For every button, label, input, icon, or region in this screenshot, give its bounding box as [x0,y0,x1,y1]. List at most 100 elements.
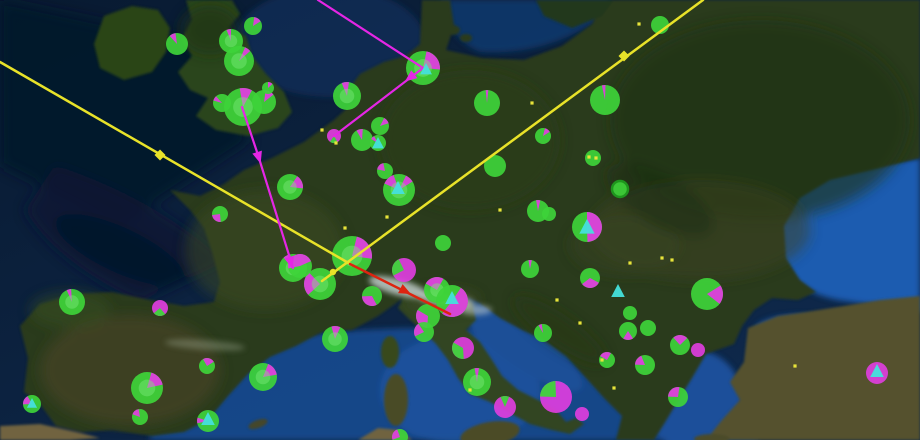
station-pie-marker[interactable] [351,129,373,151]
station-pie-slice [341,82,349,96]
station-pie-marker[interactable] [392,258,416,282]
station-pie-marker[interactable] [332,236,372,276]
station-pie-slice [362,296,377,306]
station-pie-slice [623,331,634,340]
flight-track[interactable] [0,60,354,267]
station-pie-marker[interactable] [131,372,163,404]
flight-track-line[interactable] [0,60,354,267]
station-pie-marker[interactable] [670,334,690,355]
station-pie-marker[interactable] [322,326,348,352]
station-pie-slice [543,128,550,136]
station-pie-marker[interactable] [580,268,600,289]
aircraft-icon[interactable] [420,63,432,75]
station-pie-marker[interactable] [623,306,637,320]
station-pie-slice [197,417,208,424]
station-pie-marker[interactable] [262,82,274,94]
waypoint-dot [594,156,598,160]
station-pie-marker[interactable] [199,357,215,374]
aircraft-icon[interactable] [26,398,38,408]
station-pie-marker[interactable] [362,286,382,306]
flight-track[interactable] [316,0,425,138]
tracks-layer [0,0,705,316]
station-pie-marker[interactable] [521,260,539,278]
station-pie-slice [352,236,372,259]
station-pie-slice [329,136,338,143]
station-pie-marker[interactable] [391,429,408,440]
station-pie-marker[interactable] [435,235,451,251]
station-pie-marker[interactable] [166,33,188,55]
station-pie-slice [582,278,599,289]
aircraft-icon[interactable] [201,412,215,425]
station-pie-slice [213,96,222,103]
station-pie-marker[interactable] [585,150,601,166]
station-pie-marker[interactable] [535,128,551,144]
station-pie-slice [635,355,645,365]
station-pie-marker[interactable] [224,46,254,76]
waypoint-dot [334,141,338,145]
station-pie-marker[interactable] [277,174,303,200]
station-pie-marker[interactable] [414,322,434,342]
station-pie-marker[interactable] [244,17,262,35]
waypoint-dot [660,256,664,260]
station-pie-marker[interactable] [494,396,516,418]
track-direction-arrow-icon [284,255,294,269]
station-pie-base [610,179,630,199]
station-pie-marker[interactable] [152,300,168,316]
station-pie-slice [253,17,261,26]
station-pie-slice [203,357,214,366]
station-pie-marker[interactable] [333,82,361,110]
flight-track[interactable] [240,105,297,270]
station-pie-marker[interactable] [542,207,556,221]
station-pie-slice [356,129,363,140]
station-pie-marker[interactable] [691,343,705,357]
waypoint-dot [320,128,324,132]
station-pie-marker[interactable] [640,320,656,336]
station-pie-marker[interactable] [474,90,500,116]
station-pie-inner [255,369,271,385]
station-pie-marker[interactable] [132,409,148,425]
station-pie-marker[interactable] [599,352,615,368]
aircraft-icon[interactable] [611,284,625,297]
station-pie-marker[interactable] [463,368,491,396]
flight-track-line[interactable] [320,0,705,283]
station-pie-base [484,155,506,177]
aircraft-icon[interactable] [870,364,884,377]
station-pie-slice [451,342,464,359]
aircraft-icon[interactable] [445,291,459,304]
station-pie-slice [226,29,231,41]
station-pie-marker[interactable] [575,407,589,421]
flight-track[interactable] [348,262,452,316]
station-pie-marker[interactable] [635,355,655,375]
station-pie-marker[interactable] [212,206,228,222]
station-pie-marker[interactable] [451,337,474,359]
station-pie-marker[interactable] [590,85,620,115]
aircraft-icon[interactable] [391,181,405,194]
station-pie-marker[interactable] [371,117,389,135]
station-pie-slice [268,82,273,88]
station-pie-marker[interactable] [59,289,85,315]
station-pie-marker[interactable] [249,363,277,391]
station-pie-marker[interactable] [377,163,393,179]
land-ireland [94,6,170,80]
station-pie-slice [668,387,680,397]
flight-track-line[interactable] [316,0,425,138]
station-pie-marker[interactable] [540,381,572,413]
station-pie-marker[interactable] [668,387,688,407]
aircraft-icon[interactable] [372,137,384,149]
flight-track[interactable] [320,0,705,283]
station-pie-marker[interactable] [252,90,276,114]
track-direction-arrow-icon [252,150,262,164]
station-pie-marker[interactable] [610,179,630,199]
station-pie-slice [392,259,404,276]
aircraft-icon[interactable] [579,219,595,234]
station-pie-marker[interactable] [691,278,723,310]
station-pie-marker[interactable] [619,322,637,340]
station-pie-marker[interactable] [288,254,312,278]
waypoint-dot [530,101,534,105]
station-pie-marker[interactable] [534,324,552,342]
station-pie-slice [239,47,251,61]
flight-track-line[interactable] [348,262,452,316]
station-pie-marker[interactable] [484,155,506,177]
